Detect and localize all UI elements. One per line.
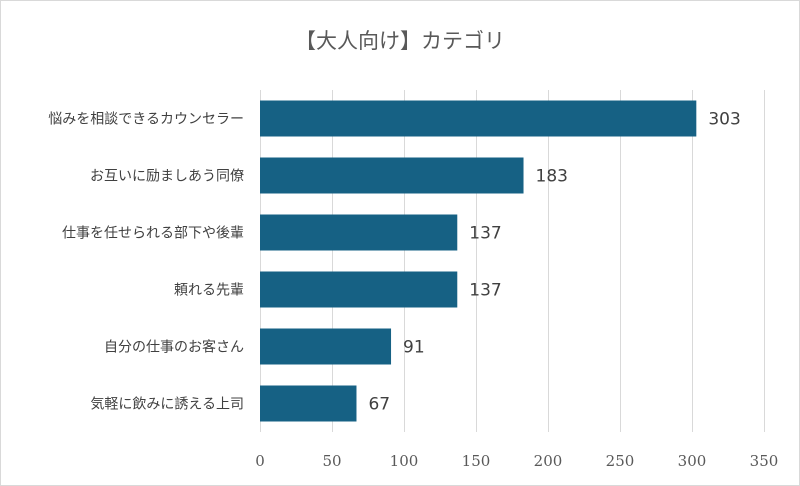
bar [260, 385, 357, 422]
data-label: 303 [708, 110, 740, 130]
x-tick-label: 150 [462, 452, 491, 470]
grid-lines [260, 90, 765, 432]
bar [260, 271, 458, 308]
x-tick-label: 200 [534, 452, 563, 470]
category-labels: 悩みを相談できるカウンセラーお互いに励ましあう同僚仕事を任せられる部下や後輩頼れ… [48, 112, 244, 413]
category-label: 気軽に飲みに誘える上司 [90, 397, 244, 413]
x-tick-label: 50 [322, 452, 341, 470]
category-label: 仕事を任せられる部下や後輩 [62, 226, 244, 242]
category-label: 頼れる先輩 [174, 283, 244, 299]
x-tick-label: 100 [390, 452, 419, 470]
data-label: 67 [368, 395, 390, 415]
category-label: 自分の仕事のお客さん [104, 339, 244, 356]
category-label: 悩みを相談できるカウンセラー [48, 112, 244, 128]
bar [260, 214, 458, 251]
bar [260, 157, 524, 194]
data-label: 183 [536, 167, 568, 187]
x-axis-ticks: 0 50 100 150 200 250 300 350 [255, 452, 778, 470]
bar [260, 100, 697, 137]
data-label: 137 [469, 281, 501, 301]
bars: 303 183 137 137 91 67 [260, 100, 741, 422]
bar [260, 328, 392, 365]
category-label: お互いに励ましあう同僚 [90, 169, 244, 185]
data-label: 91 [403, 338, 425, 358]
x-tick-label: 350 [750, 452, 779, 470]
x-tick-label: 0 [255, 452, 265, 470]
data-label: 137 [469, 224, 501, 244]
x-tick-label: 300 [678, 452, 707, 470]
x-tick-label: 250 [606, 452, 635, 470]
chart-title: 【大人向け】カテゴリ [295, 29, 505, 53]
